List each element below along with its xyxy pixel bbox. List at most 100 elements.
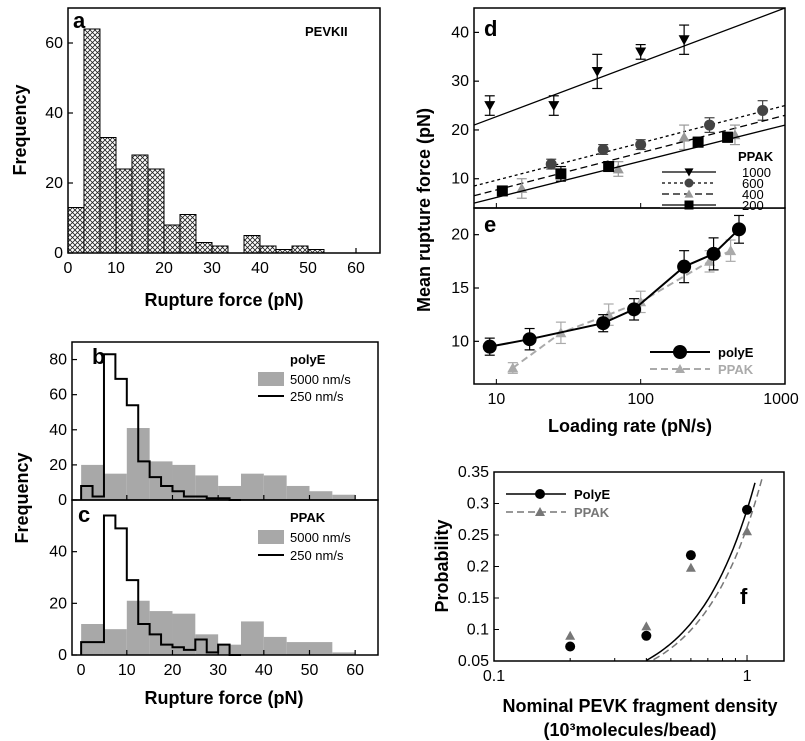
panel-c-bar-fast <box>309 642 333 655</box>
panel-d-legend-marker-600 <box>684 178 694 188</box>
panel-a-bar <box>163 224 181 254</box>
panel-a-bar <box>67 207 85 254</box>
panel-e-point-polyE <box>677 259 692 274</box>
panel-b-bar-fast <box>309 491 333 500</box>
panel-a-frame <box>67 7 381 254</box>
panel-f-ytick-label: 0.25 <box>458 527 489 544</box>
panel-a-bar <box>99 137 117 254</box>
panel-a-bar <box>211 245 229 254</box>
panel-a-legend: PEVKII <box>305 24 348 39</box>
panel-e-xtick-label: 100 <box>627 391 654 408</box>
panel-a-ytick-label: 0 <box>54 245 63 262</box>
panel-b-bar-fast <box>103 473 127 500</box>
panel-c-legend-fast: 5000 nm/s <box>290 530 351 545</box>
panel-b-ytick-label: 0 <box>58 492 67 509</box>
panel-b-bar-fast <box>263 475 287 500</box>
panel-e-point-PPAK <box>704 255 716 266</box>
panel-d-point-600 <box>704 119 716 131</box>
panel-d-point-1000 <box>548 101 560 112</box>
panel-f-legend-marker-PPAK <box>535 507 545 516</box>
panel-e-legend-label-PPAK: PPAK <box>718 362 754 377</box>
panel-d-point-600 <box>635 139 647 151</box>
panel-e-xtick-label: 1000 <box>763 391 799 408</box>
panel-c-xtick-label: 60 <box>346 662 364 679</box>
panel-d-point-200 <box>722 131 734 143</box>
panel-b-bar-fast <box>195 475 219 500</box>
panel-d-letter: d <box>484 16 497 41</box>
panel-b-letter: b <box>92 344 105 369</box>
panel-f-ytick-label: 0.05 <box>458 653 489 670</box>
panel-a-xtick-label: 0 <box>64 260 73 277</box>
panel-a-xtick-label: 40 <box>251 260 269 277</box>
panel-d-fit-1000 <box>473 7 786 126</box>
panel-f-xlabel-line2: (10³molecules/bead) <box>543 720 716 740</box>
panel-d-point-600 <box>597 143 609 155</box>
panel-f-point-PPAK <box>685 562 696 572</box>
panel-d-point-400 <box>678 131 690 142</box>
panel-f-point-PPAK <box>742 526 753 536</box>
panel-d-fit-200 <box>473 124 786 204</box>
panel-b-bar-fast <box>240 473 264 500</box>
panel-a-bar <box>115 168 133 254</box>
panel-a-ylabel: Frequency <box>10 84 30 175</box>
panel-c-bar-fast <box>263 636 287 655</box>
panel-d-legend-marker-1000 <box>684 168 694 177</box>
panel-e-line: 10 15 20 10 100 1000 e polyE PPAK Loading rate… <box>414 108 799 436</box>
panel-f-ytick-label: 0.2 <box>467 559 489 576</box>
panel-c-xtick-label: 0 <box>77 662 86 679</box>
panel-c-ytick-label: 20 <box>49 595 67 612</box>
panel-d-point-400 <box>612 163 624 174</box>
panel-b-legend-slow: 250 nm/s <box>290 389 344 404</box>
panel-e-point-polyE <box>482 339 497 354</box>
panel-a-xtick-label: 60 <box>347 260 365 277</box>
panel-c-letter: c <box>78 502 90 527</box>
panel-a-bar <box>243 235 261 254</box>
panel-d-point-1000 <box>591 67 603 77</box>
panel-a-bar <box>131 154 149 254</box>
panel-d-legend-marker-400 <box>684 189 694 198</box>
panel-d-legend-label-1000: 1000 <box>742 165 771 180</box>
panel-a-xlabel: Rupture force (pN) <box>145 290 304 310</box>
panel-e-legend-marker-PPAK <box>675 364 685 373</box>
panel-c-xtick-label: 40 <box>255 662 273 679</box>
panel-d-fit-400 <box>473 114 786 197</box>
panel-f-ytick-label: 0.1 <box>467 622 489 639</box>
panel-f-fit-ppak <box>653 477 764 661</box>
panel-b-bar-fast <box>126 428 150 500</box>
panel-a-ytick-label: 40 <box>45 105 63 122</box>
panel-d-ytick-label: 30 <box>451 73 469 90</box>
panel-c-legend-slow: 250 nm/s <box>290 548 344 563</box>
panel-f-point-PPAK <box>565 630 576 640</box>
panel-b-ytick-label: 40 <box>49 422 67 439</box>
panel-d-legend-label-600: 600 <box>742 176 764 191</box>
panel-a-ytick-label: 20 <box>45 175 63 192</box>
panel-f-legend-label-PPAK: PPAK <box>574 505 610 520</box>
panel-e-letter: e <box>484 212 496 237</box>
panel-f-xtick-label: 1 <box>743 668 752 685</box>
panel-f-legend-label-PolyE: PolyE <box>574 487 610 502</box>
panel-f-scatter: 0.050.10.150.20.250.30.350.1 1 f PolyEPPA… <box>432 464 785 740</box>
panel-b-histogram: 0 20 40 60 80 b polyE 5000 nm/s 250 nm/s <box>49 341 379 509</box>
panel-d-ytick-label: 20 <box>451 122 469 139</box>
panel-c-histogram: 0 20 40 0 10 20 30 40 50 60 c PPAK 5000 nm/s 250 … <box>12 452 379 708</box>
panel-c-bar-fast <box>81 624 104 655</box>
panel-a-bar <box>147 168 165 254</box>
panel-a-bar <box>179 214 197 254</box>
panel-c-bar-fast <box>286 642 310 655</box>
panel-d-legend-marker-200 <box>684 200 694 210</box>
panel-e-ytick-label: 10 <box>451 333 469 350</box>
panel-a-bar <box>291 245 309 254</box>
panel-a-xtick-label: 20 <box>155 260 173 277</box>
panel-f-point-PPAK <box>641 621 652 631</box>
panel-e-point-polyE <box>706 246 721 261</box>
panel-b-ytick-label: 20 <box>49 457 67 474</box>
panel-b-legend-fast: 5000 nm/s <box>290 372 351 387</box>
panel-a-histogram: 0 20 40 60 0 10 20 30 40 50 60 a PEVKII Rupture fo… <box>10 7 381 310</box>
panel-d-point-200 <box>603 161 615 173</box>
panel-e-ytick-label: 15 <box>451 280 469 297</box>
panel-a-bar <box>259 245 277 254</box>
panel-a-letter: a <box>73 8 86 33</box>
panel-e-point-polyE <box>596 316 611 331</box>
panel-d-legend-label-200: 200 <box>742 198 764 213</box>
